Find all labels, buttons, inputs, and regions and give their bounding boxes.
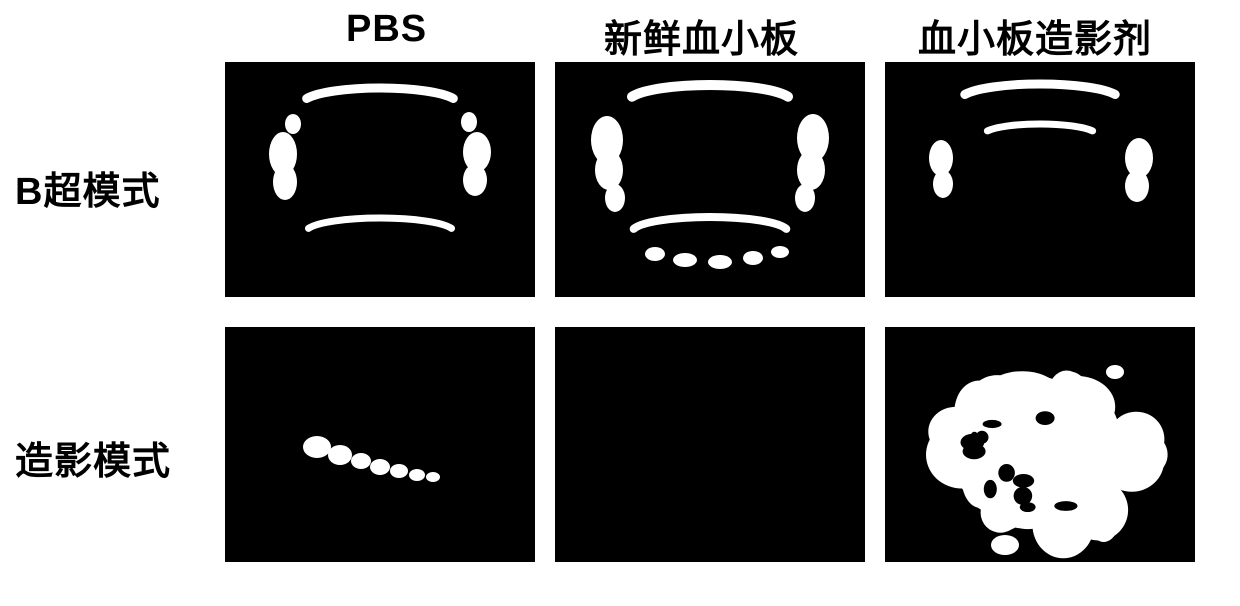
col-header-pbs: PBS xyxy=(346,8,427,51)
panel-contrast-pbs xyxy=(225,327,535,562)
ultrasound-image xyxy=(555,62,865,297)
ultrasound-image xyxy=(885,62,1195,297)
ultrasound-image xyxy=(555,327,865,562)
col-header-contrast: 血小板造影剂 xyxy=(918,8,1152,63)
row-label-contrast: 造影模式 xyxy=(15,430,171,485)
ultrasound-image xyxy=(225,327,535,562)
col-header-fresh: 新鲜血小板 xyxy=(604,8,799,63)
ultrasound-image xyxy=(225,62,535,297)
panel-contrast-contrast xyxy=(885,327,1195,562)
row-label-bmode: B超模式 xyxy=(15,160,160,215)
panel-contrast-fresh xyxy=(555,327,865,562)
figure-root: PBS 新鲜血小板 血小板造影剂 B超模式 造影模式 xyxy=(0,0,1240,606)
ultrasound-image xyxy=(885,327,1195,562)
panel-bmode-pbs xyxy=(225,62,535,297)
panel-bmode-contrast xyxy=(885,62,1195,297)
panel-bmode-fresh xyxy=(555,62,865,297)
